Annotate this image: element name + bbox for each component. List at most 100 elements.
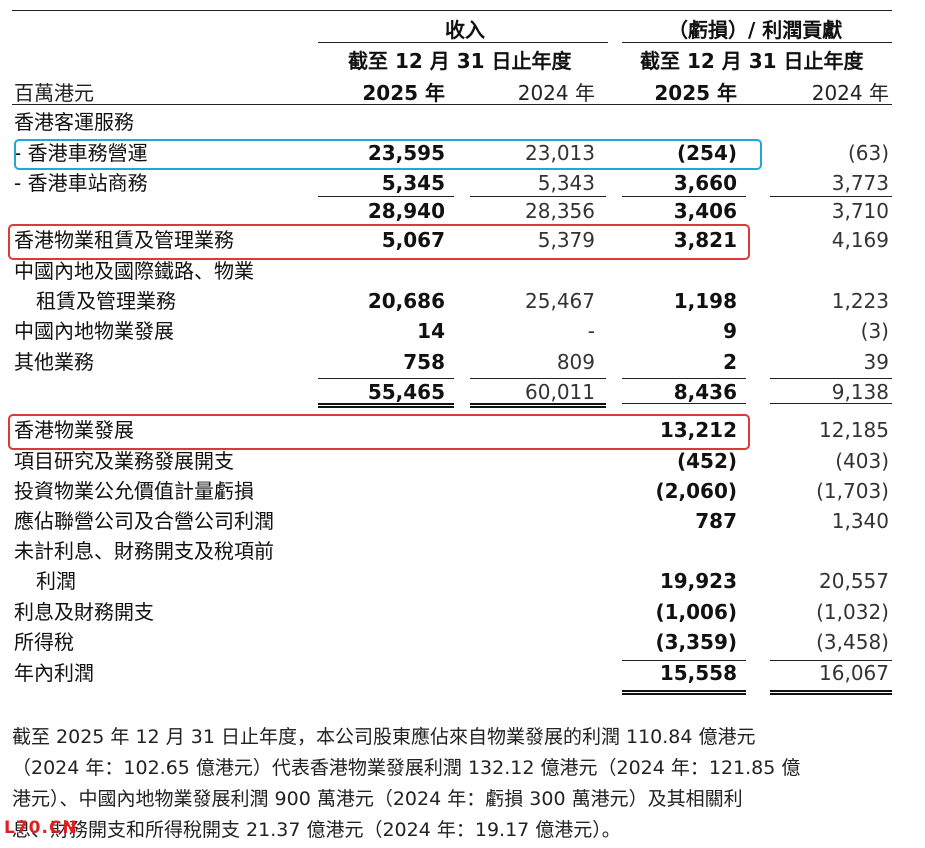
cell-revenue-2025: 55,465 (367, 380, 445, 404)
header-rule (12, 104, 892, 105)
cell-profit-2025: 13,212 (659, 418, 737, 442)
footnote-paragraph: 截至 2025 年 12 月 31 日止年度，本公司股東應佔來自物業發展的利潤 … (12, 722, 902, 846)
paragraph-line: 截至 2025 年 12 月 31 日止年度，本公司股東應佔來自物業發展的利潤 … (12, 726, 756, 748)
subtotal-rule (770, 196, 892, 197)
paragraph-line: 港元）、中國內地物業發展利潤 900 萬港元（2024 年：虧損 300 萬港元… (12, 788, 743, 810)
row-label: 所得稅 (14, 630, 74, 654)
row-label: 應佔聯營公司及合營公司利潤 (14, 509, 274, 533)
cell-profit-2024: 3,773 (831, 171, 889, 195)
col-2024-revenue: 2024 年 (517, 81, 595, 105)
table-row: 55,465 60,011 8,436 9,138 (0, 377, 925, 407)
subtotal-rule (622, 378, 746, 379)
row-label: 年內利潤 (14, 661, 94, 685)
cell-revenue-2025: 20,686 (367, 289, 445, 313)
table-row: 未計利息、財務開支及稅項前 (0, 536, 925, 566)
table-row: 中國內地及國際鐵路、物業 (0, 256, 925, 286)
subtotal-rule (622, 403, 746, 404)
top-rule (12, 10, 892, 11)
cell-profit-2025: 3,660 (673, 171, 737, 195)
row-label: 項目研究及業務發展開支 (14, 449, 234, 473)
table-row: 投資物業公允價值計量虧損 (2,060) (1,703) (0, 476, 925, 506)
subtotal-rule (318, 378, 454, 379)
cell-revenue-2024: 809 (556, 350, 595, 374)
table-row: 利息及財務開支 (1,006) (1,032) (0, 597, 925, 627)
cell-profit-2024: 20,557 (819, 569, 889, 593)
table-row: 項目研究及業務發展開支 (452) (403) (0, 446, 925, 476)
cell-profit-2024: (63) (847, 141, 889, 165)
cell-profit-2024: 1,223 (831, 289, 889, 313)
row-label: 投資物業公允價值計量虧損 (14, 479, 254, 503)
cell-profit-2024: 39 (863, 350, 889, 374)
row-label: 香港物業發展 (14, 418, 134, 442)
revenue-period: 截至 12 月 31 日止年度 (348, 49, 572, 73)
cell-profit-2024: 4,169 (831, 228, 889, 252)
row-label: 利息及財務開支 (14, 600, 154, 624)
cell-profit-2024: 9,138 (831, 380, 889, 404)
cell-revenue-2024: 5,343 (537, 171, 595, 195)
subtotal-rule (770, 378, 892, 379)
col-2025-revenue: 2025 年 (362, 81, 445, 105)
cell-profit-2024: 16,067 (819, 661, 889, 685)
row-label: 利潤 (36, 569, 76, 593)
unit-label: 百萬港元 (14, 81, 94, 105)
cell-profit-2024: 12,185 (819, 418, 889, 442)
highlight-box-red (8, 224, 750, 260)
table-row: 香港物業租賃及管理業務 5,067 5,379 3,821 4,169 (0, 225, 925, 255)
cell-profit-2025: 9 (723, 319, 737, 343)
cell-profit-2025: (452) (676, 449, 737, 473)
subtotal-rule (318, 196, 454, 197)
table-row: - 香港車站商務 5,345 5,343 3,660 3,773 (0, 168, 925, 198)
cell-profit-2025: (1,006) (655, 600, 737, 624)
table-row: 香港物業發展 13,212 12,185 (0, 415, 925, 445)
profit-title: （虧損）/ 利潤貢獻 (668, 18, 843, 42)
table-row: 28,940 28,356 3,406 3,710 (0, 196, 925, 226)
cell-revenue-2024: 60,011 (525, 380, 595, 404)
row-label: 中國內地物業發展 (14, 319, 174, 343)
cell-revenue-2025: 14 (417, 319, 445, 343)
table-row: 應佔聯營公司及合營公司利潤 787 1,340 (0, 506, 925, 536)
total-double-rule (622, 690, 746, 695)
cell-profit-2025: 1,198 (673, 289, 737, 313)
table-row: 其他業務 758 809 2 39 (0, 347, 925, 377)
subtotal-rule (470, 196, 606, 197)
col-2024-profit: 2024 年 (811, 81, 889, 105)
table-row: 年內利潤 15,558 16,067 (0, 658, 925, 688)
row-label: 香港客運服務 (14, 110, 134, 134)
cell-profit-2025: 3,821 (673, 228, 737, 252)
col-2025-profit: 2025 年 (654, 81, 737, 105)
table-row: - 香港車務營運 23,595 23,013 (254) (63) (0, 138, 925, 168)
cell-revenue-2025: 5,345 (381, 171, 445, 195)
cell-profit-2025: (3,359) (655, 630, 737, 654)
cell-revenue-2024: 23,013 (525, 141, 595, 165)
cell-profit-2024: (3,458) (816, 630, 889, 654)
subtotal-rule (770, 660, 892, 661)
cell-profit-2024: (403) (835, 449, 889, 473)
cell-profit-2024: 3,710 (831, 199, 889, 223)
paragraph-line: （2024 年：102.65 億港元）代表香港物業發展利潤 132.12 億港元… (12, 757, 801, 779)
revenue-title: 收入 (445, 18, 485, 42)
cell-revenue-2025: 5,067 (381, 228, 445, 252)
watermark: L70.CN (4, 818, 78, 838)
paragraph-line: 息、財務開支和所得稅開支 21.37 億港元（2024 年：19.17 億港元）… (12, 819, 621, 841)
cell-revenue-2025: 23,595 (367, 141, 445, 165)
cell-profit-2024: (1,032) (816, 600, 889, 624)
table-row: 中國內地物業發展 14 - 9 (3) (0, 316, 925, 346)
highlight-box-red (8, 414, 750, 450)
cell-revenue-2025: 758 (403, 350, 445, 374)
table-row: 租賃及管理業務 20,686 25,467 1,198 1,223 (0, 286, 925, 316)
highlight-box-blue (14, 139, 762, 170)
cell-profit-2024: (3) (860, 319, 889, 343)
subtotal-rule (470, 378, 606, 379)
row-label: 香港物業租賃及管理業務 (14, 228, 234, 252)
cell-revenue-2025: 28,940 (367, 199, 445, 223)
subtotal-rule (622, 196, 746, 197)
table-row: 香港客運服務 (0, 107, 925, 137)
table-row: 利潤 19,923 20,557 (0, 566, 925, 596)
profit-period: 截至 12 月 31 日止年度 (640, 49, 864, 73)
cell-profit-2025: 8,436 (673, 380, 737, 404)
row-label: - 香港車務營運 (14, 141, 148, 165)
profit-rule (622, 42, 892, 43)
revenue-rule (318, 42, 608, 43)
cell-profit-2025: 15,558 (659, 661, 737, 685)
cell-revenue-2024: 5,379 (537, 228, 595, 252)
